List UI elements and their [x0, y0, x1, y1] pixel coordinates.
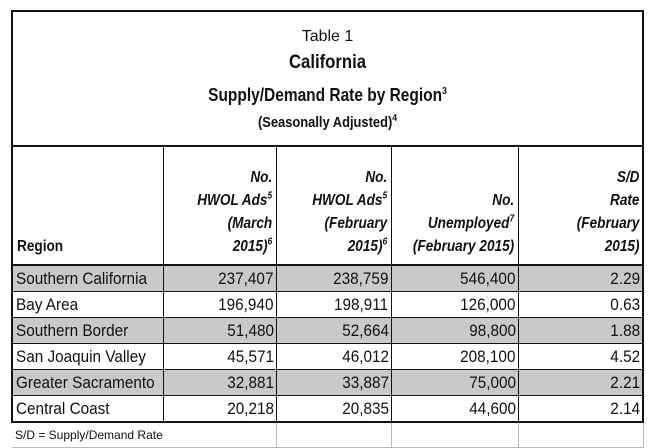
cell-ads-february: 20,835	[275, 395, 391, 423]
cell-region: Bay Area	[11, 291, 163, 318]
cell-region: Southern Border	[11, 317, 163, 344]
table-row: Southern California 237,407 238,759 546,…	[11, 265, 644, 292]
table-row: Bay Area 196,940 198,911 126,000 0.63	[11, 291, 644, 318]
table-title-block: Table 1 California Supply/Demand Rate by…	[11, 10, 644, 147]
header-unemployed: No. Unemployed7 (February 2015)	[390, 146, 518, 266]
cell-ads-march: 45,571	[162, 343, 276, 370]
cell-sd-rate: 2.14	[517, 395, 644, 423]
table-row: Central Coast 20,218 20,835 44,600 2.14	[11, 395, 644, 423]
table-state-title: California	[288, 51, 367, 73]
cell-ads-february: 46,012	[275, 343, 391, 370]
table-row: Greater Sacramento 32,881 33,887 75,000 …	[11, 369, 644, 396]
table-row: San Joaquin Valley 45,571 46,012 208,100…	[11, 343, 644, 370]
cell-ads-march: 32,881	[162, 369, 276, 396]
header-ads-march: No. HWOL Ads5 (March 2015)6	[162, 146, 276, 266]
cell-sd-rate: 0.63	[517, 291, 644, 318]
cell-region: Southern California	[11, 265, 163, 292]
cell-unemployed: 126,000	[390, 291, 518, 318]
header-sd-rate: S/D Rate (February 2015)	[517, 146, 644, 266]
footnote-empty-cell	[275, 422, 391, 448]
cell-region: Greater Sacramento	[11, 369, 163, 396]
header-ads-february: No. HWOL Ads5 (February 2015)6	[275, 146, 391, 266]
cell-ads-february: 52,664	[275, 317, 391, 344]
cell-sd-rate: 2.29	[517, 265, 644, 292]
cell-ads-february: 198,911	[275, 291, 391, 318]
cell-unemployed: 98,800	[390, 317, 518, 344]
subtitle-footnote-ref: 3	[442, 85, 447, 97]
footnote-empty-cell	[390, 422, 518, 448]
table-label: Table 1	[301, 27, 354, 45]
cell-region: Central Coast	[11, 395, 163, 423]
cell-ads-march: 51,480	[162, 317, 276, 344]
table-row: Southern Border 51,480 52,664 98,800 1.8…	[11, 317, 644, 344]
table-subtitle: Supply/Demand Rate by Region3	[208, 84, 447, 105]
supply-demand-table-container: Table 1 California Supply/Demand Rate by…	[11, 10, 644, 448]
cell-ads-march: 237,407	[162, 265, 276, 292]
header-region: Region	[11, 146, 163, 266]
table-adjustment-note: (Seasonally Adjusted)4	[257, 112, 398, 131]
cell-sd-rate: 2.21	[517, 369, 644, 396]
cell-ads-february: 33,887	[275, 369, 391, 396]
footnote-empty-cell	[517, 422, 644, 448]
cell-unemployed: 208,100	[390, 343, 518, 370]
cell-sd-rate: 4.52	[517, 343, 644, 370]
footnote: S/D = Supply/Demand Rate	[12, 422, 276, 448]
adjustment-footnote-ref: 4	[392, 112, 398, 124]
supply-demand-table: Table 1 California Supply/Demand Rate by…	[11, 10, 644, 448]
cell-unemployed: 546,400	[390, 265, 518, 292]
cell-unemployed: 75,000	[390, 369, 518, 396]
cell-unemployed: 44,600	[390, 395, 518, 423]
cell-ads-february: 238,759	[275, 265, 391, 292]
cell-ads-march: 196,940	[162, 291, 276, 318]
cell-sd-rate: 1.88	[517, 317, 644, 344]
footnote-row: S/D = Supply/Demand Rate	[12, 422, 644, 448]
header-row: Region No. HWOL Ads5 (March 2015)6 No. H…	[11, 146, 644, 266]
cell-ads-march: 20,218	[162, 395, 276, 423]
cell-region: San Joaquin Valley	[11, 343, 163, 370]
